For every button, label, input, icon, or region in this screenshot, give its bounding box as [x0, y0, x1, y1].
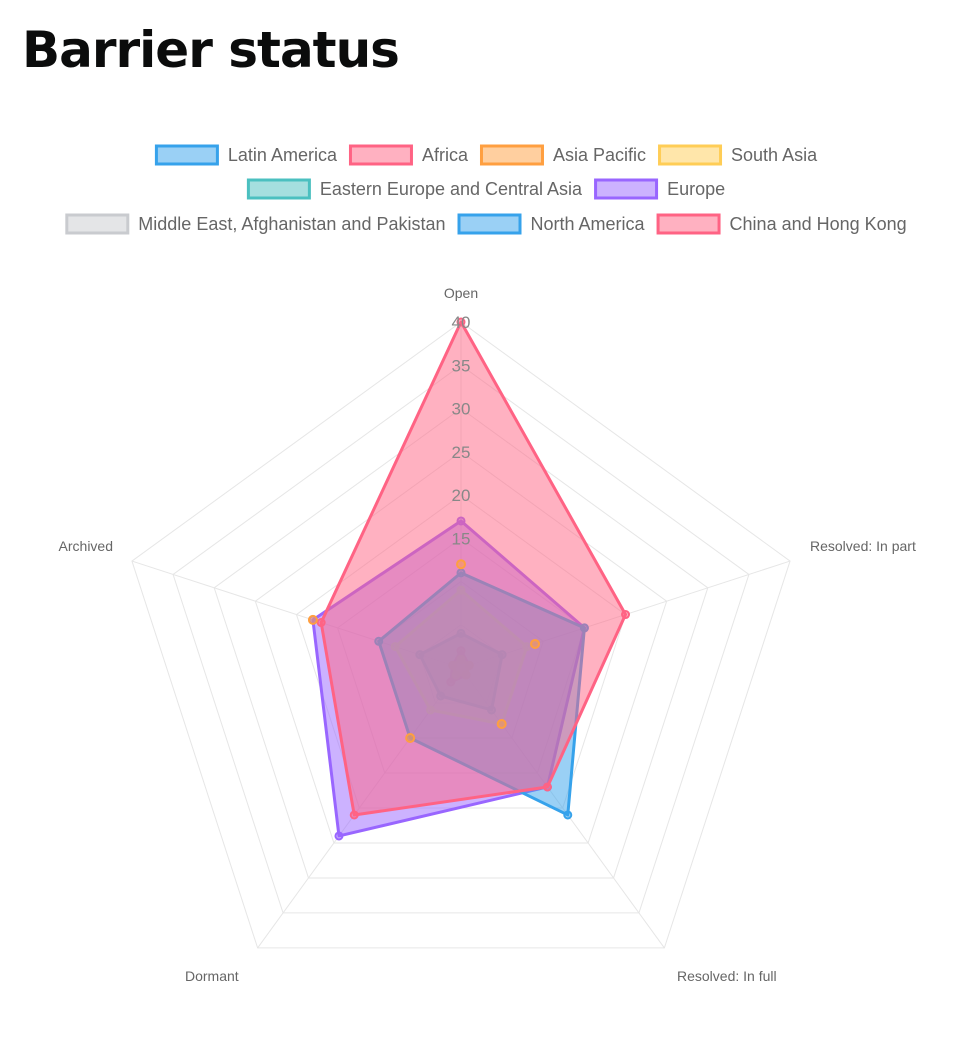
tick-label: 15 [452, 529, 471, 548]
axis-labels: Open Resolved: In part Resolved: In full Do… [59, 285, 916, 984]
legend-swatch [246, 178, 311, 200]
data-point[interactable] [563, 810, 573, 820]
data-point[interactable] [456, 317, 466, 327]
legend-item-asia-pacific[interactable]: Asia Pacific [479, 144, 646, 166]
legend-label: Europe [667, 179, 725, 199]
legend-label: Eastern Europe and Central Asia [320, 179, 583, 199]
radial-ticks: 15 20 25 30 35 40 [452, 313, 471, 548]
tick-label: 35 [452, 356, 471, 375]
grid-ring [131, 321, 791, 949]
tick-label: 25 [452, 443, 471, 462]
axis-label-resolved-in-part: Resolved: In part [810, 538, 916, 554]
legend-item-north-america[interactable]: North America [457, 213, 646, 235]
legend-label: Africa [422, 145, 469, 165]
grid-ring [254, 451, 668, 844]
grid-ring [213, 407, 709, 879]
legend-swatch [457, 213, 522, 235]
grid-ring [172, 364, 750, 914]
legend-label: China and Hong Kong [730, 214, 907, 234]
data-point[interactable] [496, 718, 507, 729]
series-china-and-hong-kong [316, 317, 631, 820]
data-point[interactable] [542, 782, 552, 792]
legend-item-eastern-europe-and-central-asia[interactable]: Eastern Europe and Central Asia [246, 178, 583, 200]
series-asia-pacific-points [307, 559, 541, 743]
data-point[interactable] [456, 559, 466, 570]
tick-label: 30 [452, 400, 471, 419]
legend-item-south-asia[interactable]: South Asia [658, 144, 819, 166]
axis-label-dormant: Dormant [185, 968, 239, 984]
series-area [319, 320, 628, 817]
axis-label-archived: Archived [59, 538, 113, 554]
legend-item-china-and-hong-kong[interactable]: China and Hong Kong [656, 213, 907, 235]
legend-label: Latin America [228, 145, 338, 165]
legend-swatch [65, 213, 130, 235]
data-point[interactable] [621, 610, 631, 620]
axis-label-open: Open [444, 285, 478, 301]
axis-label-resolved-in-full: Resolved: In full [677, 968, 777, 984]
radar-series [307, 317, 631, 841]
data-point[interactable] [349, 810, 359, 820]
legend-label: Middle East, Afghanistan and Pakistan [138, 214, 445, 234]
legend-swatch [658, 144, 723, 166]
tick-label: 40 [452, 313, 471, 332]
page-title: Barrier status [22, 21, 400, 79]
chart-legend: Latin America Africa Asia Pacific South Asi… [65, 144, 907, 235]
data-point[interactable] [334, 831, 344, 841]
data-point[interactable] [316, 618, 326, 628]
legend-swatch [154, 144, 219, 166]
legend-item-europe[interactable]: Europe [594, 178, 726, 200]
data-point[interactable] [530, 638, 541, 649]
legend-item-africa[interactable]: Africa [348, 144, 469, 166]
legend-swatch [348, 144, 413, 166]
legend-swatch [656, 213, 721, 235]
legend-label: South Asia [731, 145, 818, 165]
legend-swatch [479, 144, 544, 166]
data-point[interactable] [307, 614, 318, 625]
legend-label: North America [531, 214, 646, 234]
data-point[interactable] [405, 732, 416, 743]
legend-label: Asia Pacific [553, 145, 646, 165]
legend-swatch [594, 178, 659, 200]
legend-item-latin-america[interactable]: Latin America [154, 144, 338, 166]
legend-item-middle-east-afghanistan-and-pakistan[interactable]: Middle East, Afghanistan and Pakistan [65, 213, 446, 235]
tick-label: 20 [452, 486, 471, 505]
